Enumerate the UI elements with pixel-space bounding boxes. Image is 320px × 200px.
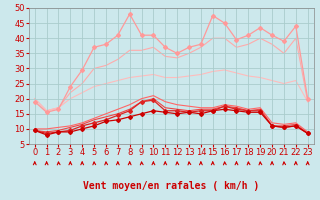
- Text: Vent moyen/en rafales ( km/h ): Vent moyen/en rafales ( km/h ): [83, 181, 259, 191]
